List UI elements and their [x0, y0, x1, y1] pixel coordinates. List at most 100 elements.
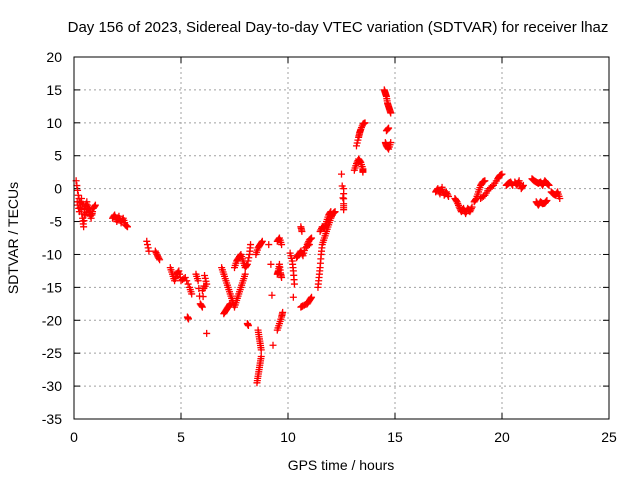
y-axis-label: SDTVAR / TECUs	[5, 182, 21, 294]
axis-ticks: 0 5 10 15 20 25 -35 -30 -25 -20 -15 -10 -5 0 5 10 15 20	[42, 49, 617, 445]
data-point-marker	[467, 205, 475, 213]
data-point-marker	[124, 223, 131, 231]
y-tick-label: 10	[46, 115, 62, 131]
data-point-marker	[466, 208, 474, 216]
data-point-marker	[385, 124, 393, 132]
data-point-marker	[359, 168, 367, 176]
data-point-marker	[498, 170, 506, 178]
data-point-marker	[339, 194, 347, 202]
x-tick-label: 0	[70, 429, 78, 445]
data-point-marker	[307, 294, 315, 302]
data-point-marker	[245, 254, 253, 262]
y-tick-label: 5	[54, 148, 62, 164]
data-point-marker	[176, 270, 184, 278]
data-point-marker	[194, 277, 202, 285]
data-point-marker	[73, 182, 81, 190]
data-point-marker	[361, 119, 369, 127]
data-point-marker	[184, 280, 192, 288]
data-point-marker	[244, 322, 252, 330]
data-point-marker	[257, 346, 265, 354]
data-point-marker	[340, 206, 348, 214]
data-point-marker	[384, 125, 392, 133]
data-point-marker	[73, 198, 81, 206]
data-point-marker	[181, 273, 189, 281]
data-point-marker	[152, 249, 160, 257]
data-point-marker	[199, 293, 207, 301]
data-point-marker	[198, 303, 206, 311]
x-tick-label: 10	[280, 429, 296, 445]
data-point-marker	[278, 241, 286, 249]
data-point-marker	[87, 214, 95, 222]
data-point-marker	[316, 227, 324, 235]
data-point-marker	[143, 237, 151, 245]
y-tick-label: 15	[46, 82, 62, 98]
data-point-marker	[278, 273, 286, 281]
plot-frame	[73, 56, 610, 420]
data-point-marker	[74, 186, 82, 194]
data-point-marker	[198, 287, 206, 295]
data-point-marker	[175, 267, 183, 275]
data-point-marker	[481, 177, 489, 185]
data-point-marker	[144, 244, 152, 252]
data-point-marker	[243, 260, 251, 268]
data-point-marker	[519, 182, 527, 190]
data-point-marker	[155, 254, 163, 262]
y-tick-label: -20	[42, 312, 62, 328]
data-point-marker	[265, 241, 273, 249]
data-point-marker	[226, 300, 234, 308]
data-point-marker	[268, 291, 276, 299]
data-point-marker	[151, 247, 159, 255]
y-tick-label: -25	[42, 345, 62, 361]
data-point-marker	[539, 181, 547, 189]
data-point-marker	[184, 315, 192, 323]
data-point-marker	[543, 196, 551, 204]
data-point-marker	[156, 256, 164, 264]
y-tick-label: -5	[50, 214, 63, 230]
data-point-marker	[545, 181, 553, 189]
data-point-marker	[80, 217, 88, 225]
data-point-marker	[326, 209, 334, 217]
data-point-marker	[226, 301, 234, 309]
data-point-marker	[122, 221, 130, 229]
data-point-marker	[74, 191, 82, 199]
data-point-marker	[80, 223, 88, 231]
y-tick-label: 20	[46, 49, 62, 65]
data-point-marker	[243, 261, 251, 269]
data-point-marker	[289, 293, 297, 301]
data-point-marker	[145, 247, 153, 255]
data-point-marker	[123, 222, 131, 230]
data-point-marker	[143, 241, 151, 249]
data-point-marker	[387, 139, 395, 147]
data-point-marker	[467, 206, 475, 214]
x-tick-label: 25	[601, 429, 617, 445]
data-point-marker	[338, 182, 346, 190]
x-tick-label: 20	[494, 429, 510, 445]
y-tick-label: -15	[42, 279, 62, 295]
data-point-marker	[544, 180, 552, 188]
data-point-marker	[75, 208, 83, 216]
data-point-marker	[544, 181, 552, 189]
data-point-marker	[455, 203, 463, 211]
data-point-marker	[258, 238, 266, 246]
data-point-marker	[542, 197, 550, 205]
data-point-marker	[203, 329, 211, 337]
data-point-marker	[338, 170, 345, 178]
x-axis-label: GPS time / hours	[288, 457, 395, 473]
data-point-marker	[91, 202, 99, 210]
data-point-marker	[304, 239, 312, 247]
chart-title: Day 156 of 2023, Sidereal Day-to-day VTE…	[68, 19, 609, 36]
data-point-marker	[91, 201, 99, 209]
data-point-marker	[514, 178, 522, 186]
data-point-marker	[257, 352, 265, 360]
data-point-marker	[352, 160, 360, 168]
data-point-marker	[472, 196, 480, 204]
data-point-marker	[307, 235, 315, 243]
data-point-marker	[279, 308, 287, 316]
data-point-marker	[443, 189, 451, 197]
data-point-marker	[556, 195, 564, 203]
data-point-marker	[77, 195, 85, 203]
data-point-marker	[327, 208, 335, 216]
data-point-marker	[303, 241, 311, 249]
y-tick-label: -30	[42, 378, 62, 394]
